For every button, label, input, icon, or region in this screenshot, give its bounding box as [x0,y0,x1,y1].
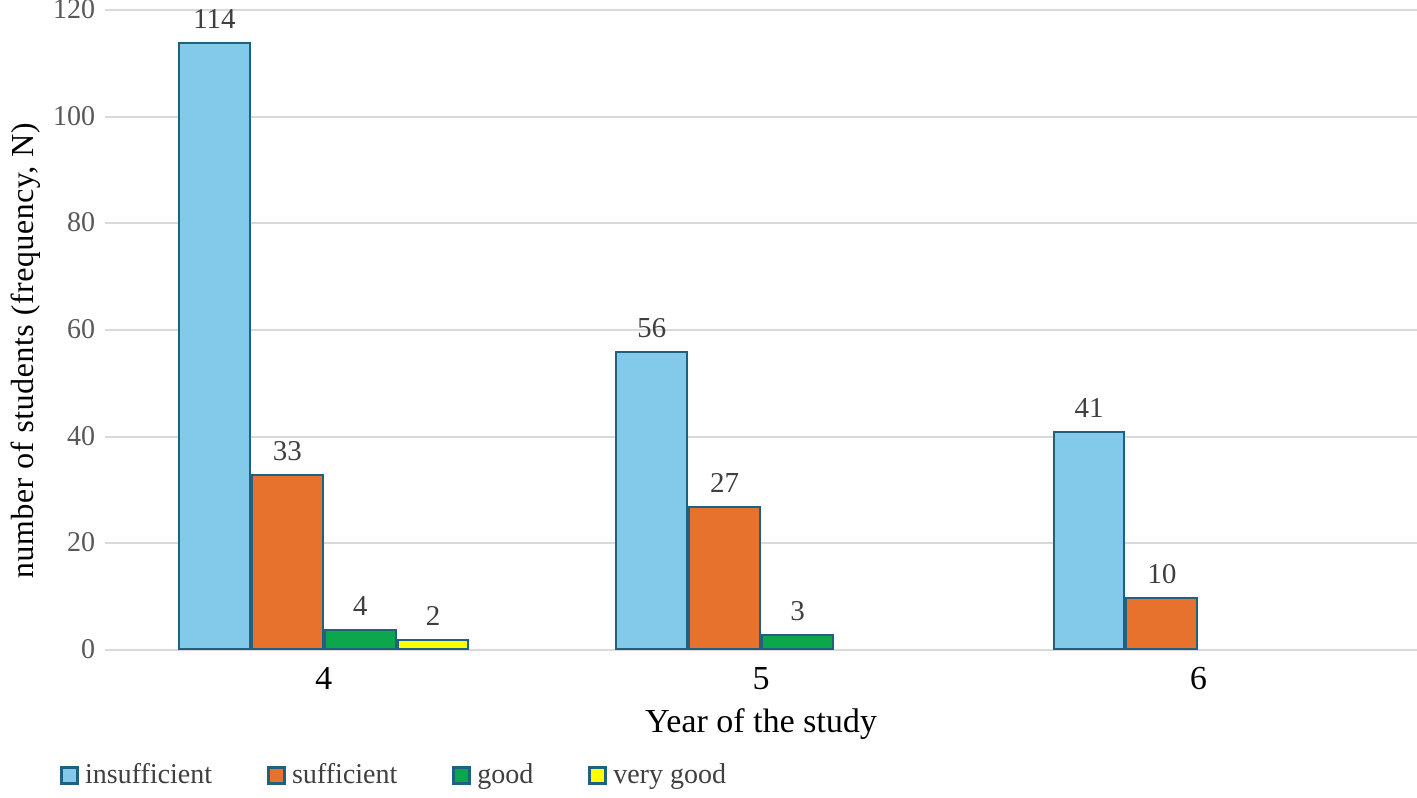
legend-item-good: good [452,761,533,789]
gridline-y20 [105,542,1417,545]
legend-label: insufficient [85,759,213,790]
y-tick-label-20: 20 [67,527,95,559]
x-category-label-5: 5 [752,660,770,697]
legend-label: sufficient [292,759,398,790]
value-label-insufficient-year-5: 56 [637,312,667,345]
y-tick-label-40: 40 [67,420,95,452]
bar-sufficient-year-6 [1125,596,1199,650]
y-axis-title: number of students (frequency, N) [3,121,40,579]
plot-area: 114 33 4 2 56 27 3 41 10 [105,5,1417,651]
value-label-sufficient-year-5: 27 [710,467,740,499]
value-label-very-good-year-4: 2 [425,600,441,633]
value-label-good-year-5: 3 [790,595,805,627]
legend-label: very good [613,759,727,790]
bar-insufficient-year-5 [615,351,689,650]
gridline-y120 [105,9,1417,11]
y-tick-label-120: 120 [53,0,95,25]
x-category-label-6: 6 [1189,660,1207,697]
legend-swatch-icon [267,765,287,785]
y-tick-label-0: 0 [81,634,95,665]
gridline-y80 [105,222,1417,225]
legend-item-very-good: very good [588,761,726,789]
bar-good-year-4 [323,628,397,650]
x-category-label-4: 4 [315,660,333,697]
legend-label: good [477,759,534,790]
bar-very-good-year-4 [396,639,470,650]
bar-sufficient-year-5 [688,506,761,650]
legend-item-sufficient: sufficient [267,761,397,789]
gridline-y100 [105,115,1417,118]
legend-item-insufficient: insufficient [60,761,212,789]
x-axis-title: Year of the study [645,703,877,740]
y-tick-label-100: 100 [53,100,95,132]
y-tick-label-80: 80 [67,207,95,239]
bar-insufficient-year-4 [177,42,251,650]
value-label-insufficient-year-6: 41 [1074,392,1104,425]
legend: insufficient sufficient good very good [60,761,726,789]
value-label-insufficient-year-4: 114 [193,3,236,35]
legend-swatch-icon [588,765,608,785]
y-tick-label-60: 60 [67,314,95,345]
legend-swatch-icon [60,765,79,785]
bar-good-year-5 [761,634,834,650]
value-label-sufficient-year-6: 10 [1147,557,1177,590]
bar-sufficient-year-4 [250,474,324,650]
value-label-sufficient-year-4: 33 [272,435,302,467]
legend-swatch-icon [452,765,472,785]
value-label-good-year-4: 4 [352,589,368,622]
gridline-y60 [105,329,1417,331]
bar-insufficient-year-6 [1052,431,1126,650]
gridline-y0 [105,649,1417,651]
gridline-y40 [105,435,1417,438]
